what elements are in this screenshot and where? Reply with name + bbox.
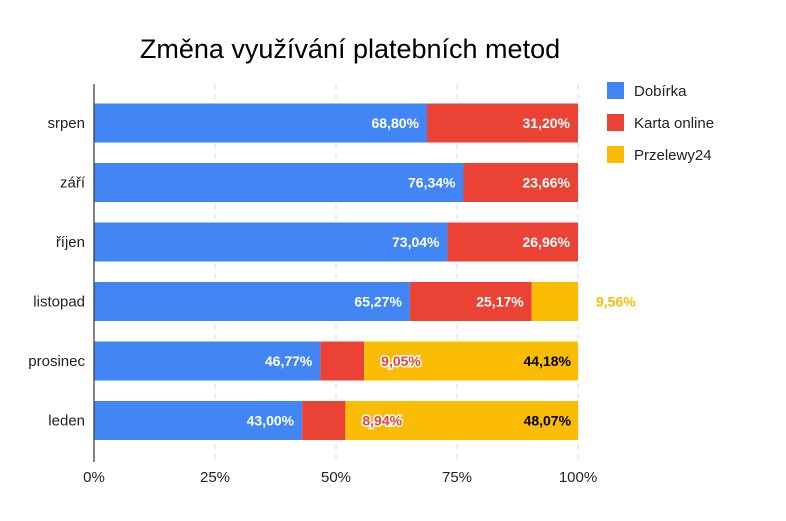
x-tick-label: 75%: [442, 469, 472, 486]
data-label: 23,66%: [523, 175, 571, 191]
data-label: 68,80%: [372, 115, 420, 131]
bar-segment-karta-online: [447, 222, 578, 262]
legend-label: Dobírka: [634, 83, 687, 100]
bar-segment-karta-online: [302, 401, 346, 440]
legend-swatch: [607, 146, 624, 163]
data-label: 26,96%: [523, 234, 571, 250]
bar-segment-dobírka: [94, 222, 448, 262]
category-label: listopad: [33, 294, 85, 311]
bar-segment-przelewy24: [345, 401, 579, 440]
data-label: 46,77%: [265, 353, 313, 369]
x-tick-label: 100%: [559, 469, 597, 486]
data-label: 9,05%: [381, 353, 421, 369]
chart-title: Změna využívání platebních metod: [140, 34, 560, 64]
category-label: září: [60, 175, 86, 192]
bar-segment-dobírka: [94, 103, 427, 143]
axes: 0% 25% 50% 75% 100% srpen září říjen listopad pro…: [28, 84, 597, 486]
bar-segment-dobírka: [94, 282, 410, 321]
category-label: leden: [48, 413, 85, 430]
legend-swatch: [607, 114, 624, 131]
bars: [94, 103, 579, 440]
bar-segment-karta-online: [320, 341, 365, 381]
data-label: 9,56%: [596, 294, 636, 310]
x-tick-label: 50%: [321, 469, 351, 486]
bar-segment-karta-online: [409, 282, 532, 321]
data-label: 48,07%: [524, 413, 572, 429]
data-label: 73,04%: [392, 234, 440, 250]
gridlines: [214, 84, 579, 462]
legend-label: Karta online: [634, 115, 714, 132]
bar-segment-karta-online: [463, 163, 578, 202]
legend-swatch: [607, 82, 624, 99]
x-tick-label: 25%: [200, 469, 230, 486]
data-labels: 68,80% 31,20% 76,34% 23,66% 73,04% 26,96% 65,2…: [247, 115, 637, 430]
bar-segment-przelewy24: [364, 341, 578, 381]
legend-label: Przelewy24: [634, 147, 712, 164]
data-label: 43,00%: [247, 413, 295, 429]
category-label: říjen: [56, 234, 85, 251]
bar-segment-przelewy24: [531, 282, 578, 321]
legend: Dobírka Karta online Przelewy24: [607, 82, 714, 164]
category-label: srpen: [47, 115, 85, 132]
category-label: prosinec: [28, 353, 85, 370]
bar-segment-dobírka: [94, 401, 303, 440]
data-label: 65,27%: [354, 294, 402, 310]
data-label: 31,20%: [523, 115, 571, 131]
x-tick-label: 0%: [83, 469, 105, 486]
data-label: 8,94%: [362, 413, 402, 429]
bar-segment-dobírka: [94, 163, 464, 202]
data-label: 76,34%: [408, 175, 456, 191]
bar-segment-dobírka: [94, 341, 321, 381]
bar-segment-karta-online: [426, 103, 578, 143]
data-label: 25,17%: [476, 294, 524, 310]
data-label: 44,18%: [524, 353, 572, 369]
